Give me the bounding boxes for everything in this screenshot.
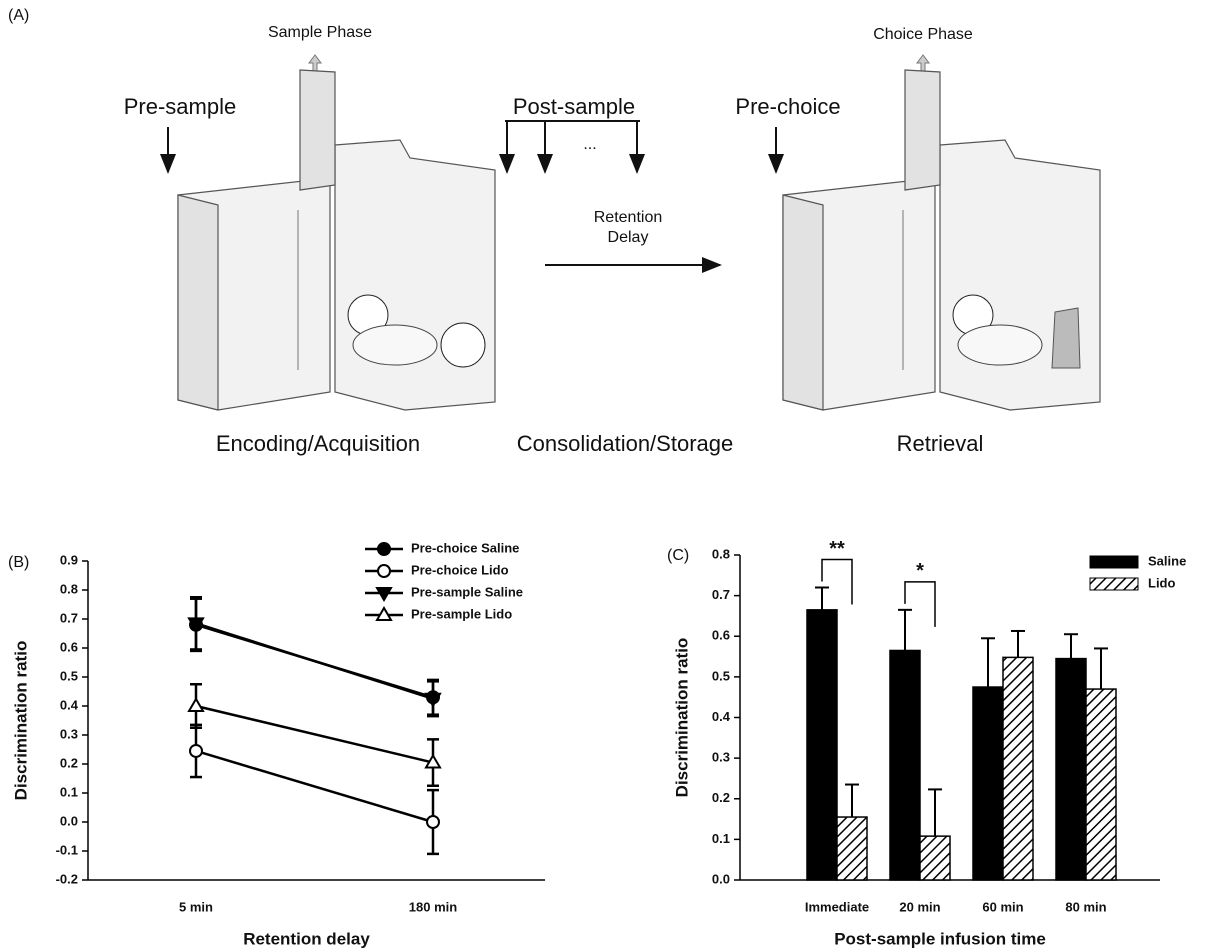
panel-label: (B) [8,554,29,571]
y-tick-label: 0.6 [712,628,730,643]
legend-marker [378,565,390,577]
bar [920,836,950,880]
significance-label: * [916,560,924,582]
x-tick-label: 80 min [1065,899,1106,914]
y-tick-label: 0.2 [712,790,730,805]
panel-label: (A) [8,7,29,24]
phase-label: Choice Phase [873,26,973,43]
y-tick-label: 0.3 [60,726,78,741]
point [189,699,203,711]
series-line [196,706,433,763]
legend-label: Pre-choice Lido [411,562,509,577]
significance-label: ** [829,538,845,560]
significance-bracket [905,582,935,627]
y-tick-label: 0.1 [712,831,730,846]
y-tick-label: -0.1 [56,842,78,857]
legend-label: Lido [1148,575,1175,590]
y-axis-label: Discrimination ratio [672,638,691,798]
y-tick-label: 0.0 [712,871,730,886]
legend-label: Pre-choice Saline [411,540,519,555]
x-axis-label: Retention delay [243,929,370,948]
y-tick-label: 0.7 [712,587,730,602]
y-tick-label: 0.1 [60,784,78,799]
figure: (A) Sample Phase Choice Phase Pre-sample… [0,0,1208,951]
y-tick-label: 0.8 [60,581,78,596]
y-tick-label: 0.8 [712,546,730,561]
y-tick-label: 0.5 [60,668,78,683]
x-tick-label: 20 min [899,899,940,914]
y-tick-label: 0.6 [60,639,78,654]
stage-label: Retrieval [897,431,984,456]
bar [837,817,867,880]
bar [807,610,837,880]
delay-label: Retention [594,209,663,226]
series-line [196,623,433,698]
time-label: Post-sample [513,94,635,119]
y-tick-label: 0.7 [60,610,78,625]
x-tick-label: Immediate [805,899,869,914]
stage-label: Consolidation/Storage [517,431,733,456]
y-axis-label: Discrimination ratio [11,641,30,801]
y-tick-label: 0.2 [60,755,78,770]
bar [1003,657,1033,880]
x-tick-label: 5 min [179,899,213,914]
bar [890,650,920,880]
y-tick-label: 0.9 [60,552,78,567]
bar [1056,659,1086,880]
bar [1086,689,1116,880]
x-tick-label: 60 min [982,899,1023,914]
legend-swatch [1090,578,1138,590]
legend-label: Saline [1148,553,1186,568]
x-tick-label: 180 min [409,899,457,914]
ellipsis: ... [583,136,596,153]
door-arrow [309,55,929,71]
point [190,745,202,757]
legend-marker [378,543,390,555]
x-axis-label: Post-sample infusion time [834,929,1046,948]
point [427,816,439,828]
time-label: Pre-sample [124,94,236,119]
significance-bracket [822,560,852,605]
stage-label: Encoding/Acquisition [216,431,420,456]
time-label: Pre-choice [735,94,840,119]
panel-label: (C) [667,547,689,564]
phase-label: Sample Phase [268,24,372,41]
page: (A) Sample Phase Choice Phase Pre-sample… [0,0,1208,951]
y-tick-label: 0.0 [60,813,78,828]
y-tick-label: 0.4 [60,697,79,712]
y-tick-label: 0.4 [712,709,731,724]
legend-swatch [1090,556,1138,568]
bar [973,687,1003,880]
delay-label: Delay [608,229,649,246]
legend-label: Pre-sample Saline [411,584,523,599]
y-tick-label: -0.2 [56,871,78,886]
y-tick-label: 0.5 [712,668,730,683]
y-tick-label: 0.3 [712,750,730,765]
series-line [196,751,433,822]
legend-label: Pre-sample Lido [411,606,512,621]
